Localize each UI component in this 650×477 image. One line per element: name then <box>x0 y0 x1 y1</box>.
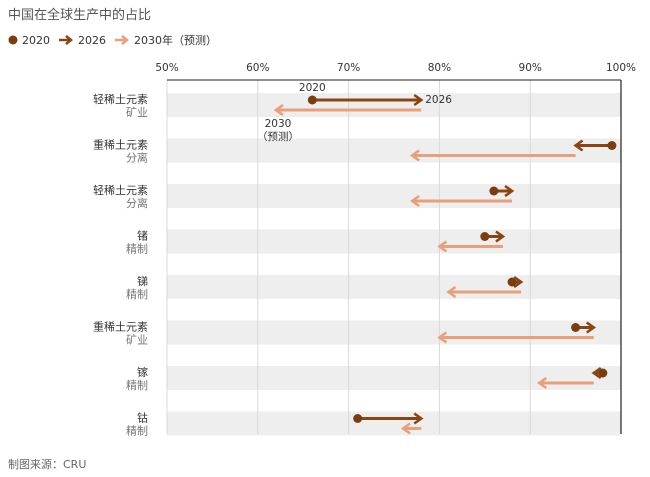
row-label: 锑 <box>137 275 148 288</box>
legend: 2020 2026 2030年（预测） <box>8 32 225 48</box>
dot-2020 <box>353 414 363 423</box>
arrow-2030-head <box>409 194 420 208</box>
dot-2020 <box>607 141 617 150</box>
legend-label-2026: 2026 <box>78 33 106 47</box>
dot-2020 <box>507 277 517 287</box>
row-sublabel: 精制 <box>126 379 148 392</box>
row-band <box>167 411 621 436</box>
dot-icon <box>8 35 18 45</box>
arrow-2030-head <box>437 240 448 253</box>
row-label: 轻稀土元素 <box>93 92 148 106</box>
arrow-2026-head <box>513 275 524 289</box>
annotation-2026: 2026 <box>425 94 452 106</box>
arrow-2026-head <box>413 93 424 107</box>
arrow-2030-head <box>273 103 284 117</box>
legend-item-2030: 2030年（预测） <box>114 32 217 48</box>
legend-item-2020: 2020 <box>8 34 50 47</box>
annotation-2030-forecast: （预测） <box>257 130 299 143</box>
row-sublabel: 精制 <box>126 243 148 256</box>
arrow-2026-head <box>504 184 515 198</box>
row-label: 镓 <box>137 365 148 379</box>
row-band <box>167 229 621 254</box>
x-tick-label: 100% <box>606 62 636 74</box>
arrow-2030-head <box>446 285 457 299</box>
x-tick-label: 60% <box>246 62 269 74</box>
annotation-2030: 2030 <box>265 118 292 130</box>
legend-item-2026: 2026 <box>58 34 106 47</box>
arrow-right-icon <box>115 35 130 45</box>
arrow-2030-head <box>437 331 448 344</box>
dot-2020 <box>480 232 490 241</box>
row-band <box>167 320 621 345</box>
row-sublabel: 矿业 <box>126 334 148 347</box>
row-band <box>167 184 621 208</box>
row-sublabel: 精制 <box>126 425 148 438</box>
source-note: 制图来源：CRU <box>8 458 87 471</box>
annotation-2020: 2020 <box>299 82 326 94</box>
dot-2020 <box>598 368 608 378</box>
row-label: 重稀土元素 <box>93 138 148 152</box>
row-band <box>167 366 621 390</box>
dot-2020 <box>571 323 581 332</box>
arrow-2026-head <box>413 412 424 425</box>
row-sublabel: 精制 <box>126 288 148 301</box>
arrow-2026-head <box>591 366 602 380</box>
row-band <box>167 93 621 117</box>
row-label: 钴 <box>137 411 148 425</box>
row-label: 锗 <box>137 229 148 243</box>
dot-2020 <box>489 186 499 196</box>
arrow-2030-head <box>537 376 548 390</box>
row-sublabel: 分离 <box>126 196 148 210</box>
row-label: 重稀土元素 <box>93 320 148 334</box>
row-label: 轻稀土元素 <box>93 183 148 197</box>
legend-label-2030: 2030年（预测） <box>134 34 217 47</box>
x-tick-label: 90% <box>519 62 542 74</box>
arrow-2026-head <box>573 139 584 152</box>
row-band <box>167 138 621 163</box>
chart-title: 中国在全球生产中的占比 <box>8 8 152 23</box>
row-band <box>167 275 621 299</box>
arrow-2030-head <box>409 149 420 162</box>
arrow-right-icon <box>59 35 74 45</box>
x-tick-label: 70% <box>337 62 360 74</box>
row-sublabel: 分离 <box>126 151 148 165</box>
arrow-2026-head <box>495 230 506 243</box>
arrow-2026-head <box>586 321 596 334</box>
x-tick-label: 50% <box>155 62 178 74</box>
dot-2020 <box>307 95 317 105</box>
x-tick-label: 80% <box>428 62 451 74</box>
arrow-2030-head <box>400 422 411 435</box>
legend-label-2020: 2020 <box>22 33 50 47</box>
row-sublabel: 矿业 <box>126 106 148 119</box>
